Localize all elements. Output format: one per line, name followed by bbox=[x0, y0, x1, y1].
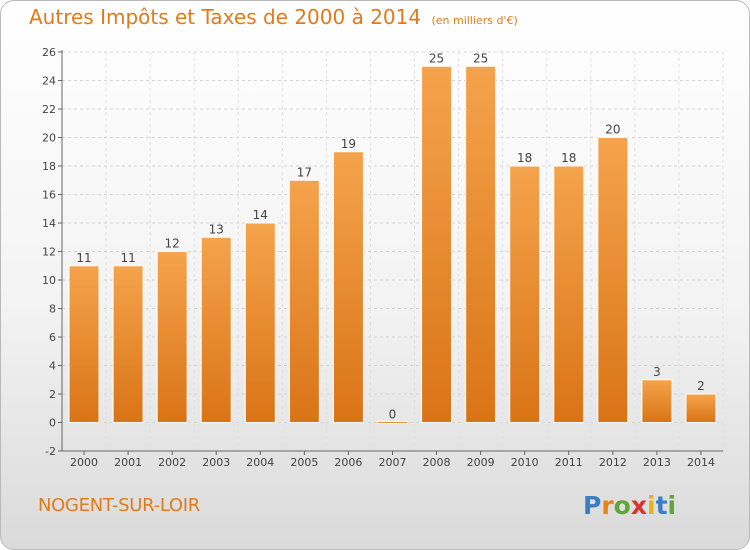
y-tick-label: 22 bbox=[42, 103, 56, 116]
data-label: 2 bbox=[697, 379, 705, 393]
data-label: 25 bbox=[473, 51, 488, 65]
x-tick-label: 2013 bbox=[643, 456, 671, 469]
x-tick-label: 2007 bbox=[379, 456, 407, 469]
y-tick-label: 0 bbox=[49, 417, 56, 430]
y-tick-label: 4 bbox=[49, 360, 56, 373]
x-tick-label: 2002 bbox=[158, 456, 186, 469]
x-tick-label: 2011 bbox=[555, 456, 583, 469]
data-label: 0 bbox=[389, 408, 397, 422]
data-label: 14 bbox=[253, 208, 268, 222]
y-tick-label: 2 bbox=[49, 388, 56, 401]
logo-letter: P bbox=[583, 491, 602, 520]
bars bbox=[68, 65, 717, 424]
proxiti-logo: Proxiti bbox=[583, 491, 676, 520]
data-label: 20 bbox=[605, 123, 620, 137]
data-label: 25 bbox=[429, 51, 444, 65]
data-label: 18 bbox=[517, 151, 532, 165]
x-tick-label: 2008 bbox=[423, 456, 451, 469]
logo-letter: i bbox=[647, 491, 656, 520]
y-tick-label: 24 bbox=[42, 75, 56, 88]
bar bbox=[641, 379, 673, 423]
bar bbox=[288, 179, 320, 423]
logo-letter: t bbox=[655, 491, 668, 520]
x-tick-label: 2010 bbox=[511, 456, 539, 469]
y-tick-label: 10 bbox=[42, 274, 56, 287]
x-tick-label: 2005 bbox=[290, 456, 318, 469]
logo-letter: i bbox=[667, 491, 677, 520]
bar bbox=[156, 251, 188, 423]
y-tick-label: 16 bbox=[42, 189, 56, 202]
logo-letter: o bbox=[613, 491, 631, 520]
data-label: 12 bbox=[165, 237, 180, 251]
bar bbox=[244, 222, 276, 423]
bar bbox=[421, 65, 453, 423]
bar bbox=[68, 265, 100, 423]
data-label: 13 bbox=[209, 222, 224, 236]
y-tick-label: -2 bbox=[45, 445, 56, 458]
data-label: 19 bbox=[341, 137, 356, 151]
y-tick-label: 12 bbox=[42, 246, 56, 259]
bar bbox=[465, 65, 497, 423]
y-tick-label: 14 bbox=[42, 217, 56, 230]
x-tick-label: 2006 bbox=[334, 456, 362, 469]
logo-letter: x bbox=[630, 491, 647, 520]
data-label: 3 bbox=[653, 365, 661, 379]
chart-title: Autres Impôts et Taxes de 2000 à 2014 (e… bbox=[29, 5, 518, 29]
data-label: 18 bbox=[561, 151, 576, 165]
y-tick-label: 20 bbox=[42, 132, 56, 145]
x-tick-label: 2014 bbox=[687, 456, 715, 469]
y-tick-label: 8 bbox=[49, 303, 56, 316]
chart-subtitle: (en milliers d'€) bbox=[431, 14, 518, 27]
bar bbox=[597, 137, 629, 423]
bar bbox=[509, 165, 541, 423]
x-tick-label: 2004 bbox=[246, 456, 274, 469]
data-label: 11 bbox=[120, 251, 135, 265]
x-tick-label: 2003 bbox=[202, 456, 230, 469]
x-tick-label: 2001 bbox=[114, 456, 142, 469]
bar bbox=[377, 421, 408, 424]
data-label: 17 bbox=[297, 165, 312, 179]
location-label: NOGENT-SUR-LOIR bbox=[38, 495, 201, 516]
y-tick-label: 26 bbox=[42, 46, 56, 59]
data-label: 11 bbox=[76, 251, 91, 265]
x-tick-label: 2000 bbox=[70, 456, 98, 469]
y-tick-label: 6 bbox=[49, 331, 56, 344]
bar bbox=[685, 393, 717, 423]
x-tick-label: 2009 bbox=[467, 456, 495, 469]
x-tick-label: 2012 bbox=[599, 456, 627, 469]
y-tick-label: 18 bbox=[42, 160, 56, 173]
bar bbox=[332, 151, 364, 423]
bar bbox=[112, 265, 144, 423]
logo-letter: r bbox=[601, 491, 614, 520]
bar bbox=[553, 165, 585, 423]
data-labels: 11 11 12 13 14 17 19 0 25 25 18 18 20 3 2 bbox=[76, 51, 704, 421]
bar bbox=[200, 236, 232, 423]
chart-title-text: Autres Impôts et Taxes de 2000 à 2014 bbox=[29, 5, 422, 29]
